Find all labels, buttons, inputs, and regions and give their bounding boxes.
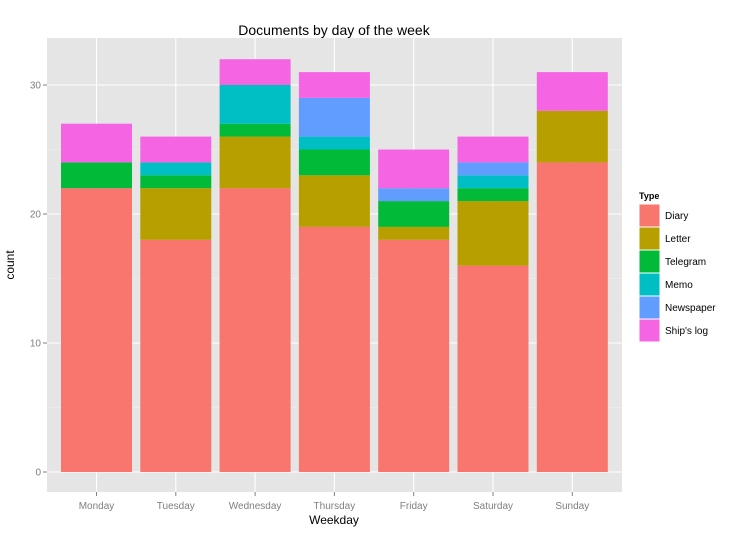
bar-segment-telegram-friday bbox=[378, 201, 450, 227]
x-tick-label: Tuesday bbox=[157, 501, 195, 512]
legend-label: Letter bbox=[665, 234, 691, 245]
x-tick-label: Monday bbox=[79, 501, 115, 512]
bar-segment-telegram-monday bbox=[61, 162, 132, 189]
bar-segment-newspaper-thursday bbox=[298, 97, 370, 137]
bar-segment-telegram-wednesday bbox=[219, 123, 291, 137]
legend-label: Newspaper bbox=[665, 303, 716, 314]
bar-segment-diary-wednesday bbox=[219, 188, 291, 472]
bar-segment-diary-tuesday bbox=[140, 239, 212, 472]
bar-segment-memo-wednesday bbox=[219, 85, 291, 124]
bar-segment-telegram-saturday bbox=[457, 188, 529, 202]
bar-segment-letter-saturday bbox=[457, 201, 529, 266]
legend-title: Type bbox=[639, 191, 659, 201]
bar-segment-ship-s-log-thursday bbox=[298, 72, 370, 98]
bar-segment-telegram-thursday bbox=[298, 149, 370, 176]
bar-segment-memo-thursday bbox=[298, 136, 370, 150]
y-tick-label: 20 bbox=[30, 210, 42, 221]
legend-label: Telegram bbox=[665, 257, 706, 268]
legend-label: Ship's log bbox=[665, 326, 708, 337]
x-tick-label: Saturday bbox=[473, 501, 513, 512]
legend-swatch bbox=[639, 227, 660, 250]
y-tick-label: 30 bbox=[30, 81, 42, 92]
legend-swatch bbox=[639, 319, 660, 342]
bar-segment-ship-s-log-saturday bbox=[457, 136, 529, 163]
y-axis-title: count bbox=[3, 250, 17, 280]
bar-segment-diary-thursday bbox=[298, 226, 370, 472]
bar-segment-letter-sunday bbox=[536, 110, 608, 163]
bar-segment-memo-saturday bbox=[457, 175, 529, 189]
bar-segment-ship-s-log-monday bbox=[61, 123, 132, 163]
bars bbox=[61, 59, 608, 472]
y-tick-label: 10 bbox=[30, 339, 42, 350]
bar-segment-diary-sunday bbox=[536, 162, 608, 472]
y-tick-label: 0 bbox=[35, 468, 41, 479]
bar-segment-diary-friday bbox=[378, 239, 450, 472]
bar-segment-newspaper-saturday bbox=[457, 162, 529, 176]
bar-segment-ship-s-log-wednesday bbox=[219, 59, 291, 85]
bar-segment-memo-tuesday bbox=[140, 162, 212, 176]
bar-segment-letter-friday bbox=[378, 226, 450, 240]
legend-swatch bbox=[639, 204, 660, 227]
legend-swatch bbox=[639, 250, 660, 273]
x-tick-label: Wednesday bbox=[229, 501, 282, 512]
bar-segment-letter-wednesday bbox=[219, 136, 291, 189]
bar-segment-telegram-tuesday bbox=[140, 175, 212, 189]
bar-segment-ship-s-log-friday bbox=[378, 149, 450, 189]
legend-swatch bbox=[639, 296, 660, 319]
y-axis: 0 10 20 30 bbox=[30, 81, 47, 479]
legend-swatch bbox=[639, 273, 660, 296]
legend-label: Diary bbox=[665, 211, 688, 222]
bar-segment-ship-s-log-sunday bbox=[536, 72, 608, 111]
x-axis-title: Weekday bbox=[309, 513, 359, 527]
legend-label: Memo bbox=[665, 280, 693, 291]
x-axis: Monday Tuesday Wednesday Thursday Friday Satu… bbox=[79, 492, 589, 512]
x-tick-label: Sunday bbox=[555, 501, 589, 512]
bar-segment-newspaper-friday bbox=[378, 188, 450, 202]
bar-segment-ship-s-log-tuesday bbox=[140, 136, 212, 163]
x-tick-label: Friday bbox=[400, 501, 428, 512]
legend: Type Diary Letter Telegram Memo Newspaper Shi… bbox=[638, 191, 716, 343]
bar-segment-diary-monday bbox=[61, 188, 132, 472]
x-tick-label: Thursday bbox=[314, 501, 356, 512]
chart-title: Documents by day of the week bbox=[238, 22, 430, 38]
bar-segment-diary-saturday bbox=[457, 265, 529, 472]
bar-segment-letter-thursday bbox=[298, 175, 370, 227]
bar-segment-letter-tuesday bbox=[140, 188, 212, 240]
